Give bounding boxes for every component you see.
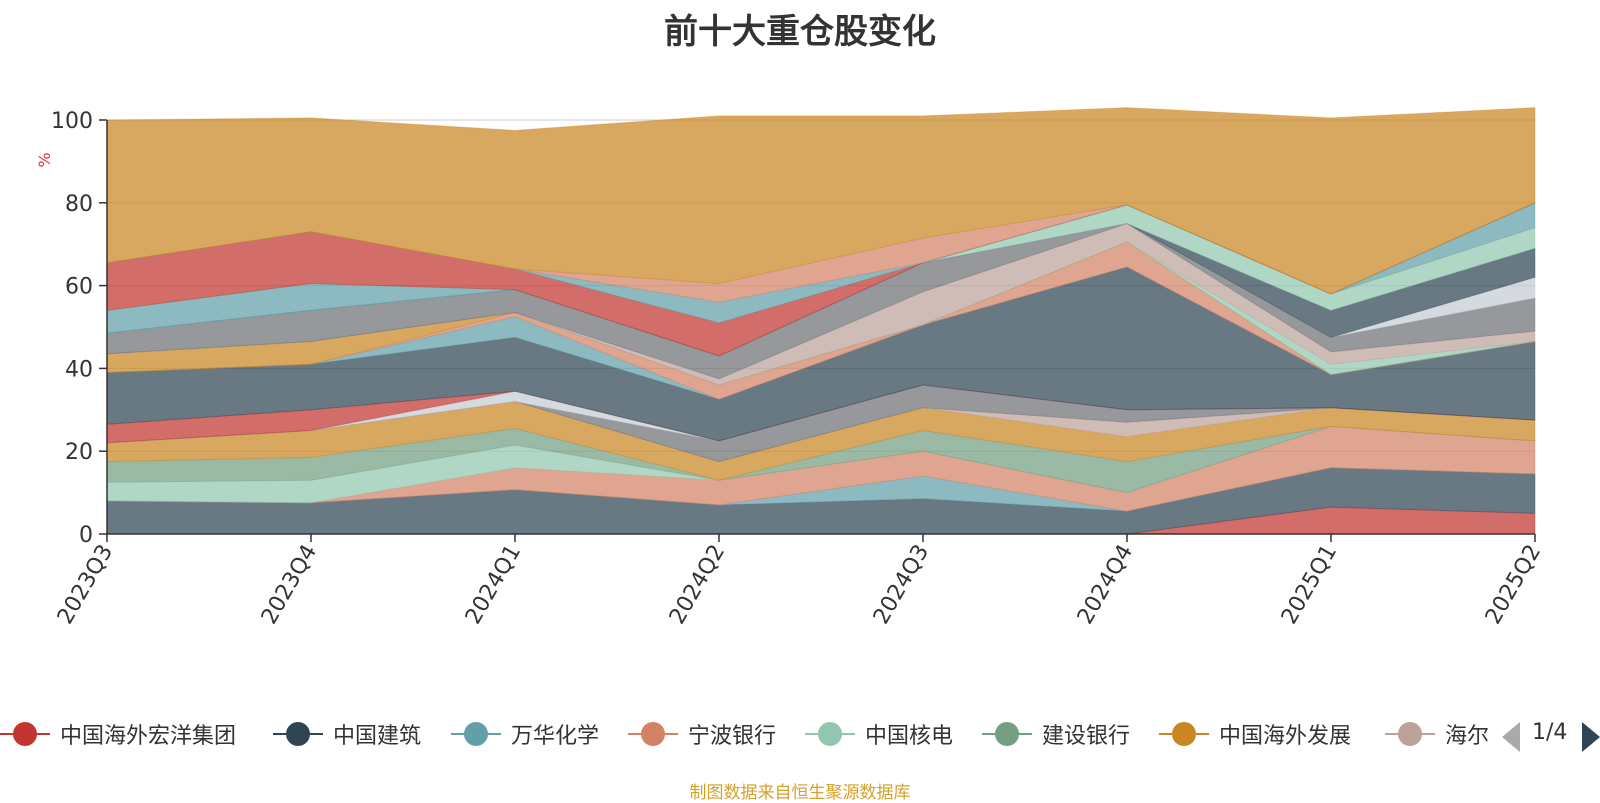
legend-label: 海尔 xyxy=(1445,724,1490,749)
next-page-icon[interactable] xyxy=(1582,722,1600,752)
series-area xyxy=(106,202,1536,357)
legend-item[interactable]: 万华化学 xyxy=(451,714,599,754)
legend-marker-icon xyxy=(1159,722,1209,746)
series-area xyxy=(106,400,1536,481)
x-tick-label: 2024Q3 xyxy=(869,541,934,629)
legend-marker-icon xyxy=(1385,722,1435,746)
legend: 中国海外宏洋集团 中国建筑 万华化学 宁波银行 中国核电 建设银行 中国海外发展 海尔 xyxy=(0,714,1510,754)
y-axis-tick-labels: 0 20 40 60 80 100 xyxy=(51,109,93,548)
legend-marker-icon xyxy=(273,722,323,746)
axes xyxy=(99,119,1536,542)
legend-item[interactable]: 中国建筑 xyxy=(273,714,421,754)
y-tick-label: 100 xyxy=(51,109,93,134)
y-axis-unit: % xyxy=(35,152,54,167)
y-tick-label: 60 xyxy=(65,275,93,300)
series-area xyxy=(106,107,1536,295)
x-tick-label: 2023Q3 xyxy=(53,541,118,629)
legend-label: 中国海外发展 xyxy=(1219,724,1352,749)
legend-label: 中国建筑 xyxy=(333,724,422,749)
x-tick-label: 2024Q2 xyxy=(665,541,730,629)
y-tick-label: 20 xyxy=(65,440,93,465)
x-tick-label: 2024Q4 xyxy=(1073,541,1138,629)
legend-item[interactable]: 建设银行 xyxy=(982,714,1130,754)
source-note: 制图数据来自恒生聚源数据库 xyxy=(689,783,911,803)
y-tick-label: 80 xyxy=(65,192,93,217)
x-axis-tick-labels: 2023Q3 2023Q4 2024Q1 2024Q2 2024Q3 2024Q4 2025… xyxy=(53,541,1546,629)
legend-label: 中国核电 xyxy=(865,724,954,749)
legend-marker-icon xyxy=(982,722,1032,746)
legend-label: 宁波银行 xyxy=(688,724,777,749)
legend-marker-icon xyxy=(451,722,501,746)
chart-title: 前十大重仓股变化 xyxy=(664,12,936,52)
legend-page-indicator: 1/4 xyxy=(1532,720,1568,745)
legend-item[interactable]: 宁波银行 xyxy=(628,714,776,754)
legend-marker-icon xyxy=(628,722,678,746)
legend-item[interactable]: 中国海外宏洋集团 xyxy=(0,714,236,754)
x-tick-label: 2025Q1 xyxy=(1277,541,1342,629)
legend-item[interactable]: 中国核电 xyxy=(805,714,953,754)
legend-label: 建设银行 xyxy=(1042,724,1131,749)
series-areas xyxy=(106,107,1536,535)
legend-item[interactable]: 海尔 xyxy=(1385,714,1489,754)
legend-item[interactable]: 中国海外发展 xyxy=(1159,714,1351,754)
series-area xyxy=(106,266,1536,442)
legend-marker-icon xyxy=(805,722,855,746)
legend-label: 万华化学 xyxy=(511,724,600,749)
prev-page-icon[interactable] xyxy=(1502,722,1520,752)
x-tick-label: 2024Q1 xyxy=(461,541,526,629)
x-tick-label: 2025Q2 xyxy=(1481,541,1546,629)
y-tick-label: 40 xyxy=(65,357,93,382)
legend-pager: 1/4 xyxy=(1500,718,1600,754)
x-tick-label: 2023Q4 xyxy=(257,541,322,629)
y-tick-label: 0 xyxy=(79,523,93,548)
legend-marker-icon xyxy=(0,722,50,746)
legend-label: 中国海外宏洋集团 xyxy=(60,724,237,749)
